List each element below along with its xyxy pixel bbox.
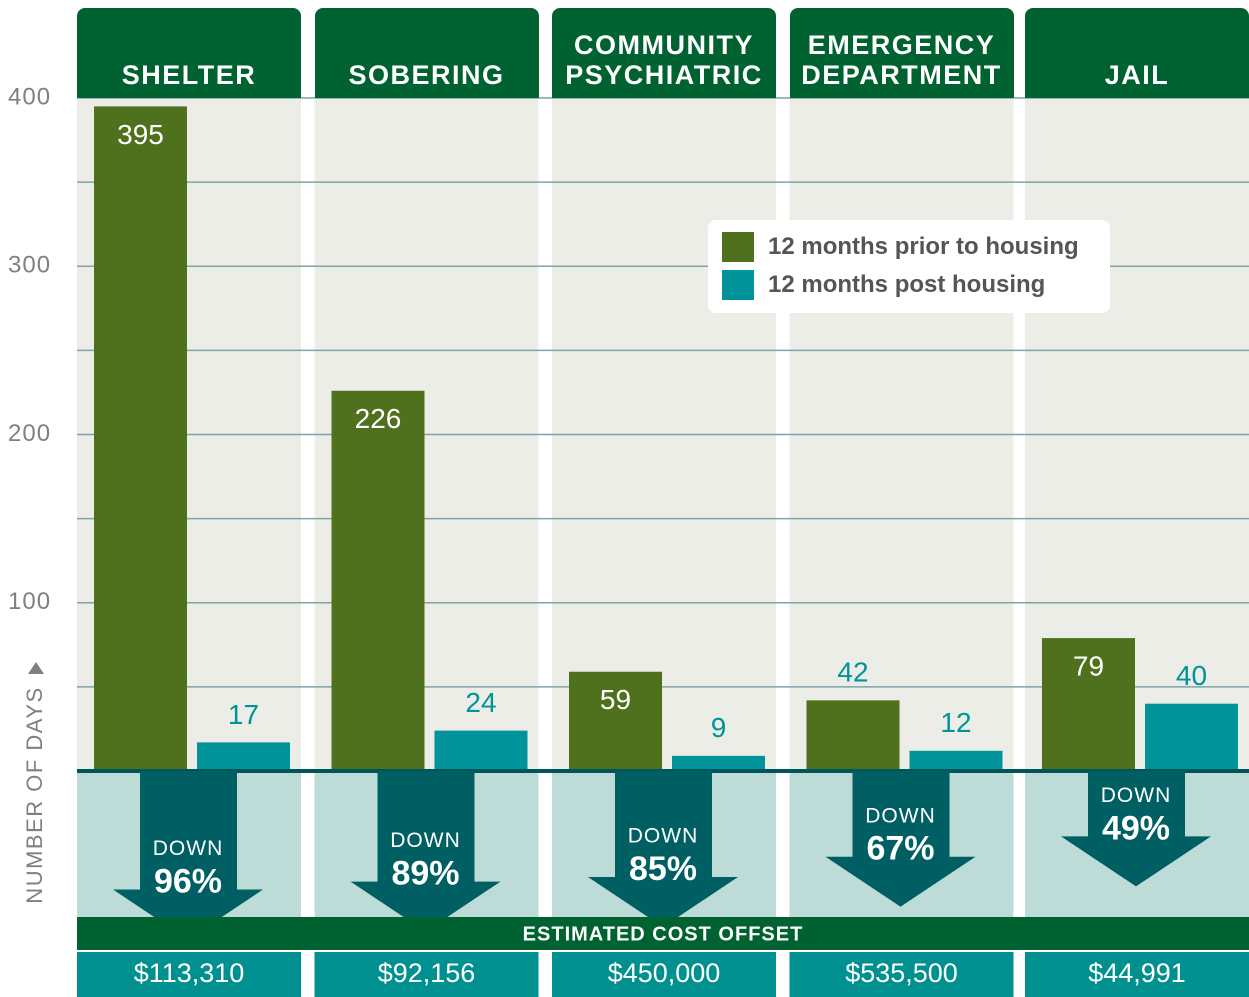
reduction-label: 67% (866, 830, 934, 868)
reduction-label: 89% (391, 855, 459, 893)
cost-cell (314, 952, 539, 997)
bar (1042, 638, 1135, 771)
y-tick-label: 300 (8, 252, 51, 279)
cost-cell (1025, 952, 1249, 997)
column-header: SOBERING (314, 8, 539, 98)
bar (806, 700, 900, 771)
value-label: 9 (711, 712, 727, 743)
bar (909, 750, 1003, 771)
legend-swatch (722, 232, 754, 262)
column-header: COMMUNITY PSYCHIATRIC (552, 8, 776, 98)
y-axis-arrow (28, 662, 44, 674)
reduction-prefix: DOWN (1101, 784, 1172, 807)
legend-item: 12 months post housing (722, 266, 1096, 304)
column-header: SHELTER (77, 8, 301, 98)
cost-cell (789, 952, 1014, 997)
y-axis-label: NUMBER OF DAYS (22, 686, 47, 903)
bar (434, 730, 528, 771)
y-tick-label: 400 (8, 83, 51, 110)
reduction-label: 85% (629, 850, 697, 888)
reduction-prefix: DOWN (153, 837, 224, 860)
bar (1145, 703, 1238, 771)
bar (672, 755, 765, 771)
value-label: 12 (940, 707, 971, 738)
value-label: 17 (228, 699, 259, 730)
cost-title-band (77, 917, 1249, 950)
cost-cell (552, 952, 776, 997)
reduction-arrow (113, 771, 263, 940)
reduction-arrow (825, 771, 976, 907)
reduction-arrow (588, 771, 738, 928)
y-tick-label: 200 (8, 420, 51, 447)
bar (197, 742, 290, 771)
reduction-arrow (350, 771, 501, 932)
legend: 12 months prior to housing 12 months post… (708, 220, 1110, 313)
cost-value: $44,991 (1088, 958, 1186, 988)
y-tick-label: 100 (8, 588, 51, 615)
bar (569, 671, 662, 771)
bar (331, 390, 425, 771)
value-label: 395 (117, 119, 164, 150)
reduction-prefix: DOWN (628, 825, 699, 848)
column-header: JAIL (1025, 8, 1249, 98)
cost-value: $113,310 (134, 958, 245, 988)
cost-value: $535,500 (845, 958, 958, 988)
cost-value: $450,000 (608, 958, 721, 988)
value-label: 226 (355, 403, 402, 434)
column-header: EMERGENCY DEPARTMENT (789, 8, 1014, 98)
bar (94, 106, 187, 772)
reduction-label: 96% (154, 862, 222, 900)
reduction-prefix: DOWN (390, 829, 461, 852)
legend-item: 12 months prior to housing (722, 228, 1096, 266)
reduction-label: 49% (1102, 809, 1170, 847)
value-label: 42 (837, 657, 868, 688)
reduction-arrow (1061, 771, 1211, 887)
cost-title: ESTIMATED COST OFFSET (523, 923, 804, 945)
value-label: 40 (1176, 660, 1207, 691)
value-label: 24 (465, 687, 496, 718)
legend-swatch (722, 270, 754, 300)
cost-cell (77, 952, 301, 997)
value-label: 59 (600, 684, 631, 715)
value-label: 79 (1073, 650, 1104, 681)
cost-value: $92,156 (378, 958, 476, 988)
reduction-prefix: DOWN (865, 804, 936, 827)
legend-label: 12 months post housing (768, 271, 1046, 298)
legend-label: 12 months prior to housing (768, 233, 1079, 260)
